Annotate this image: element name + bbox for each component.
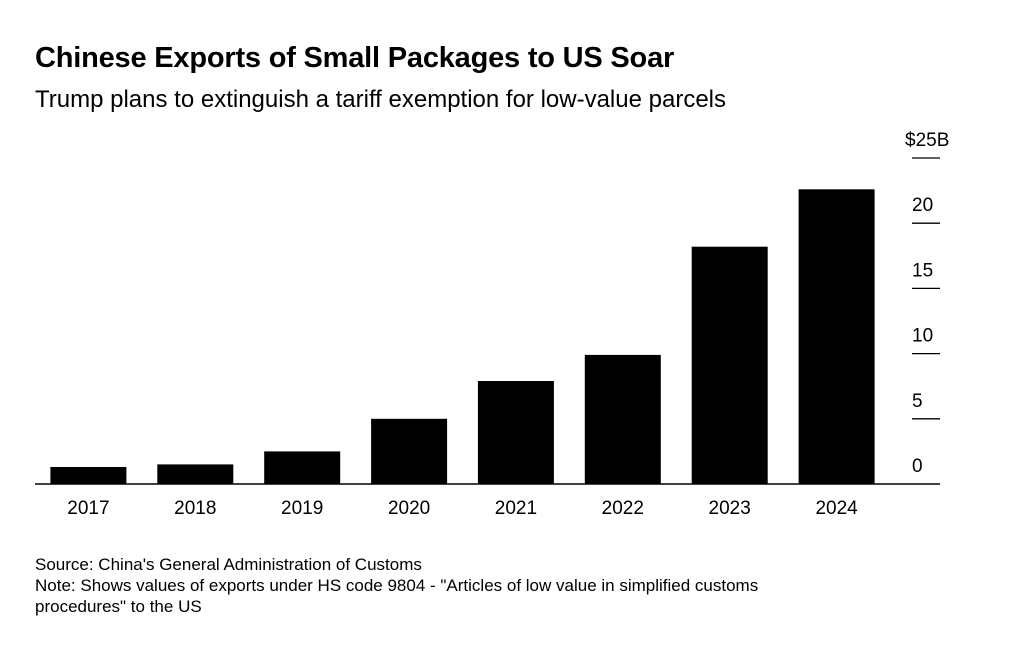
chart-subtitle: Trump plans to extinguish a tariff exemp…: [35, 86, 726, 113]
x-axis-labels: 2017 2018 2019 2020 2021 2022 2023 2024: [67, 498, 858, 519]
y-tick-label-5: 5: [912, 391, 923, 412]
note-line-1: Note: Shows values of exports under HS c…: [35, 576, 759, 595]
chart-footer: Source: China's General Administration o…: [35, 554, 935, 617]
bar-2020: [371, 418, 448, 484]
source-note: Source: China's General Administration o…: [35, 555, 422, 574]
y-axis: 0 5 10 15 20 $25B: [905, 130, 949, 477]
chart-title: Chinese Exports of Small Packages to US …: [35, 42, 675, 74]
bar-2023: [691, 246, 768, 484]
y-tick-label-0: 0: [912, 456, 923, 477]
x-tick-label-2022: 2022: [602, 498, 644, 519]
bar-2021: [477, 381, 554, 484]
x-tick-label-2020: 2020: [388, 498, 430, 519]
x-tick-label-2019: 2019: [281, 498, 323, 519]
note-line-2: procedures" to the US: [35, 597, 202, 616]
bar-2017: [50, 467, 127, 484]
x-tick-label-2017: 2017: [67, 498, 109, 519]
y-tick-label-10: 10: [912, 326, 933, 347]
bar-2019: [264, 451, 341, 484]
bars-group: [50, 189, 875, 485]
bar-2018: [157, 464, 234, 484]
x-tick-label-2018: 2018: [174, 498, 216, 519]
x-tick-label-2021: 2021: [495, 498, 537, 519]
x-tick-label-2024: 2024: [815, 498, 858, 519]
bar-2022: [584, 354, 661, 484]
bar-chart: 2017 2018 2019 2020 2021 2022 2023 2024 0 5 10 15 2…: [35, 130, 949, 519]
y-tick-label-20: 20: [912, 195, 933, 216]
bar-2024: [798, 189, 875, 485]
y-tick-label-15: 15: [912, 260, 933, 281]
x-tick-label-2023: 2023: [709, 498, 751, 519]
y-tick-label-25: $25B: [905, 130, 949, 151]
